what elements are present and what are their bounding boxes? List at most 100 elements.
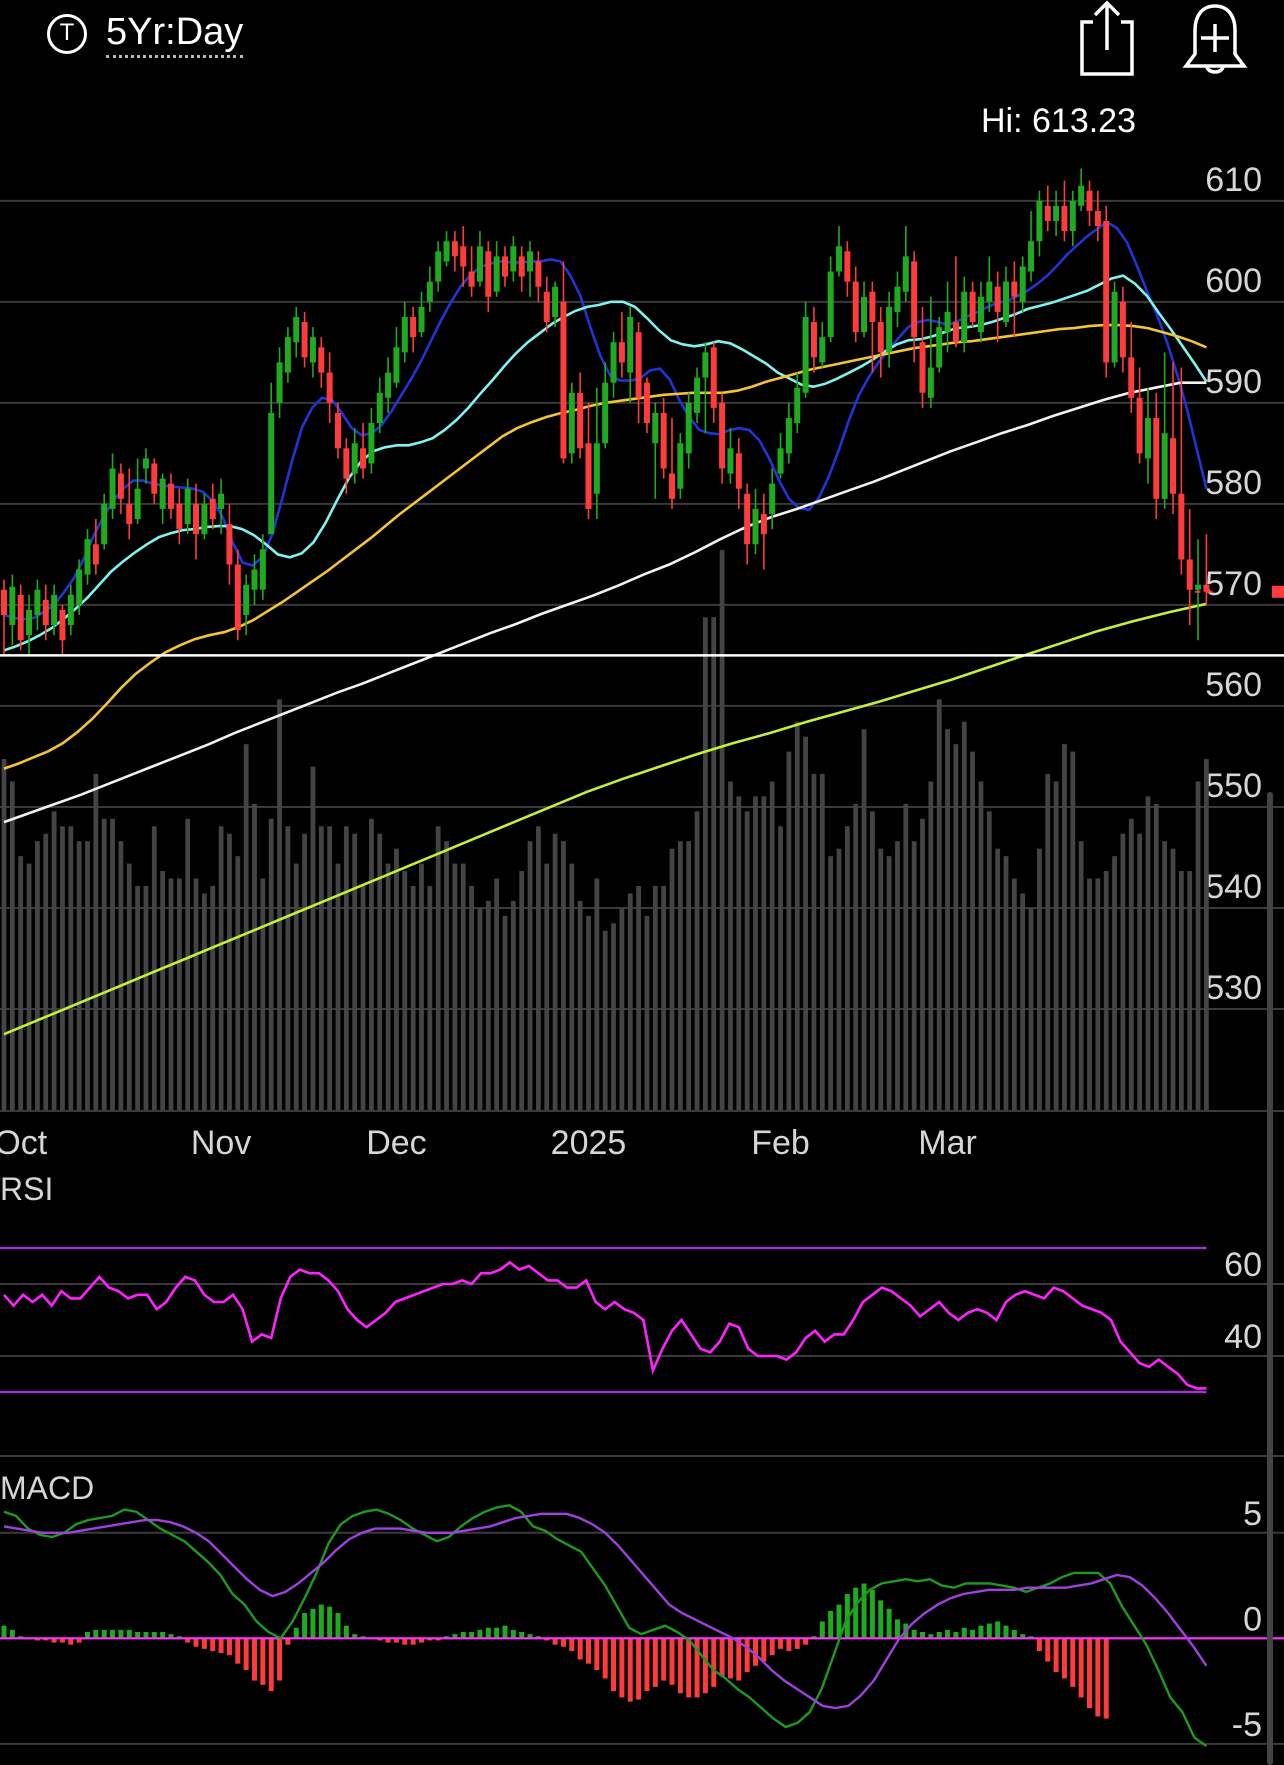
candle-body xyxy=(301,322,308,358)
candle-body xyxy=(610,342,617,383)
macd-histogram-bar xyxy=(310,1608,316,1639)
candle-body xyxy=(376,392,383,424)
volume-bar xyxy=(870,811,875,1110)
candle xyxy=(226,503,233,585)
volume-bar xyxy=(193,878,199,1110)
share-button[interactable] xyxy=(1072,0,1142,80)
macd-histogram-bar xyxy=(502,1625,508,1639)
macd-histogram-bar xyxy=(243,1638,249,1670)
macd-histogram-bar xyxy=(836,1604,842,1639)
candle-body xyxy=(151,463,158,494)
candle-body xyxy=(1069,200,1076,232)
macd-histogram-bar xyxy=(293,1627,299,1639)
volume-bar xyxy=(9,781,15,1110)
macd-tick-label: 5 xyxy=(1243,1495,1262,1533)
volume-bar xyxy=(85,841,90,1110)
x-tick-label: Feb xyxy=(751,1124,810,1162)
volume-bar xyxy=(686,841,692,1110)
candle-body xyxy=(42,599,49,626)
candle xyxy=(911,251,918,363)
candle-body xyxy=(735,453,742,489)
volume-bar xyxy=(1170,848,1176,1110)
volume-bar xyxy=(903,803,909,1110)
volume-bar xyxy=(661,886,667,1110)
candle xyxy=(844,241,851,297)
volume-bar xyxy=(494,878,500,1110)
volume-bar xyxy=(410,886,416,1110)
macd-histogram-bar xyxy=(393,1638,399,1643)
macd-histogram-bar xyxy=(1103,1638,1109,1719)
candle xyxy=(535,251,542,302)
candle xyxy=(209,483,216,530)
macd-histogram-bar xyxy=(552,1638,558,1645)
candle-body xyxy=(752,508,759,545)
candle-body xyxy=(360,448,367,469)
candle xyxy=(318,337,325,388)
volume-bar xyxy=(761,796,767,1110)
macd-histogram-bar xyxy=(168,1634,174,1639)
volume-bar xyxy=(18,856,24,1110)
candle xyxy=(1103,205,1110,378)
price-tick-label: 590 xyxy=(1205,363,1262,401)
candle xyxy=(42,584,49,641)
candle xyxy=(852,266,859,343)
volume-bar xyxy=(243,744,249,1110)
macd-histogram-bar xyxy=(586,1638,591,1664)
candle xyxy=(936,316,943,373)
macd-histogram-bar xyxy=(669,1638,675,1685)
candle xyxy=(92,519,99,575)
macd-histogram-bar xyxy=(986,1623,992,1639)
candle-body xyxy=(1,589,7,615)
volume-bar xyxy=(126,863,132,1110)
volume-bar xyxy=(335,863,341,1110)
macd-histogram-bar xyxy=(143,1632,149,1639)
ticker-logo-icon: T xyxy=(47,14,87,54)
macd-histogram-bar xyxy=(285,1638,291,1645)
candle-body xyxy=(1103,221,1110,363)
macd-histogram-bar xyxy=(218,1638,224,1654)
volume-bar xyxy=(227,833,232,1110)
candle-body xyxy=(1044,205,1051,222)
candle-body xyxy=(944,311,951,333)
volume-bar xyxy=(168,878,174,1110)
candle xyxy=(1036,190,1043,257)
candle xyxy=(67,584,74,636)
candle-body xyxy=(785,418,792,454)
candle-body xyxy=(894,286,901,312)
volume-bar xyxy=(1087,878,1092,1110)
candle-body xyxy=(836,246,842,272)
volume-bar xyxy=(669,848,675,1110)
scrollbar[interactable] xyxy=(1267,792,1273,1765)
candle-body xyxy=(627,316,634,373)
chart-header: T 5Yr:Day xyxy=(0,0,1284,90)
volume-bar xyxy=(1112,856,1117,1110)
candle-body xyxy=(560,301,567,459)
timeframe-selector[interactable]: 5Yr:Day xyxy=(106,10,244,58)
add-alert-button[interactable] xyxy=(1180,0,1250,80)
candle xyxy=(961,276,968,353)
volume-bar xyxy=(93,774,99,1110)
candle-body xyxy=(51,594,58,626)
candle xyxy=(26,594,33,656)
volume-bar xyxy=(552,833,558,1110)
volume-bar xyxy=(945,729,950,1110)
volume-bar xyxy=(920,818,925,1110)
candle xyxy=(735,438,742,509)
candle-body xyxy=(435,251,442,282)
volume-bar xyxy=(210,886,216,1110)
candle xyxy=(1195,539,1202,641)
candle-body xyxy=(385,372,392,398)
macd-histogram-bar xyxy=(861,1583,867,1639)
volume-bar xyxy=(1120,833,1126,1110)
candle xyxy=(1094,190,1101,242)
add-alert-bell-icon xyxy=(1182,4,1248,74)
volume-bar xyxy=(844,826,850,1110)
candle xyxy=(284,327,291,383)
candle-body xyxy=(34,589,41,615)
candle xyxy=(869,281,876,373)
x-tick-label: Oct xyxy=(0,1124,48,1162)
volume-bar xyxy=(427,886,433,1110)
candle xyxy=(126,468,133,540)
candle-body xyxy=(1094,210,1101,227)
